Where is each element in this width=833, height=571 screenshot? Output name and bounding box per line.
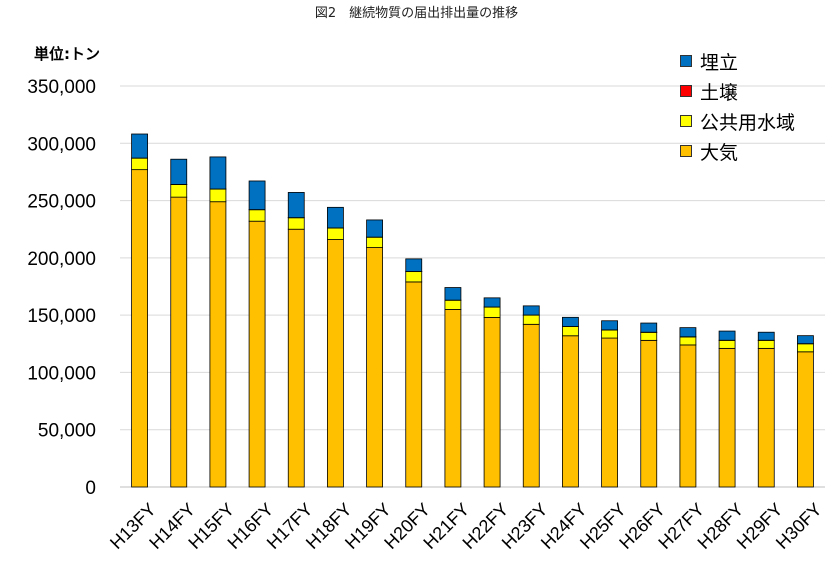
bar-segment [366, 236, 383, 248]
chart-title: 図2 継続物質の届出排出量の推移 [314, 6, 519, 21]
bar-segment [248, 209, 266, 222]
bar-segment [131, 133, 148, 159]
bar-segment [601, 329, 618, 339]
legend-item: 公共用水域 [680, 106, 795, 136]
bar-segment [405, 271, 423, 283]
bar-segment [640, 322, 658, 333]
bar-segment [601, 320, 618, 331]
bar-segment [131, 169, 148, 488]
y-tick-label: 300,000 [27, 134, 96, 155]
y-tick-label: 0 [85, 478, 96, 499]
bar-segment [483, 306, 501, 318]
bar-segment [797, 343, 814, 353]
legend-label: 土壌 [700, 81, 739, 104]
bar-segment [562, 335, 579, 488]
bar-segment [522, 305, 540, 316]
bar-segment [131, 157, 148, 171]
bar-segment [640, 339, 658, 488]
bar-segment [757, 331, 775, 341]
bar-segment [562, 326, 579, 337]
bar-segment [483, 317, 501, 488]
bar-segment [483, 297, 501, 308]
bar-segment [170, 196, 188, 488]
bar-segment [366, 219, 383, 238]
legend-item: 大気 [680, 136, 795, 166]
bar-segment [679, 344, 697, 488]
bar-segment [405, 258, 423, 272]
bar-segment [757, 347, 775, 488]
bar-segment [601, 337, 618, 488]
bar-segment [679, 336, 697, 346]
bar-segment [522, 323, 540, 488]
bar-segment [327, 239, 344, 488]
bar-segment [640, 331, 658, 341]
y-tick-label: 50,000 [38, 421, 96, 442]
bar-segment [287, 217, 305, 230]
bar-segment [797, 335, 814, 345]
bar-segment [209, 201, 227, 488]
bar-segment [444, 299, 462, 310]
bar-segment [757, 339, 775, 349]
legend-swatch [680, 55, 692, 67]
bar-segment [679, 327, 697, 338]
y-tick-label: 250,000 [27, 192, 96, 213]
bar-segment [718, 347, 736, 488]
bar-segment [327, 227, 344, 240]
bar-segment [209, 156, 227, 190]
bar-segment [444, 287, 462, 301]
bar-segment [248, 220, 266, 488]
bar-segment [718, 339, 736, 349]
bar-segment [209, 188, 227, 203]
chart-legend: 埋立土壌公共用水域大気 [680, 46, 795, 166]
legend-item: 土壌 [680, 76, 795, 106]
legend-swatch [680, 85, 692, 97]
bar-segment [287, 192, 305, 219]
bar-segment [444, 309, 462, 488]
bar-segment [170, 158, 188, 185]
legend-swatch [680, 145, 692, 157]
bar-segment [562, 316, 579, 327]
bar-segment [287, 228, 305, 488]
y-tick-label: 150,000 [27, 306, 96, 327]
legend-item: 埋立 [680, 46, 795, 76]
bar-segment [366, 247, 383, 488]
bar-segment [522, 314, 540, 325]
bar-segment [327, 206, 344, 229]
unit-label: 単位:トン [34, 45, 100, 63]
bar-segment [248, 180, 266, 211]
bar-segment [170, 184, 188, 198]
bar-segment [405, 281, 423, 488]
bar-segment [718, 330, 736, 341]
legend-label: 公共用水域 [700, 111, 796, 134]
legend-label: 埋立 [700, 51, 739, 74]
bar-segment [797, 351, 814, 488]
legend-swatch [680, 115, 692, 127]
legend-label: 大気 [700, 141, 739, 164]
y-tick-label: 200,000 [27, 249, 96, 270]
y-tick-label: 100,000 [27, 363, 96, 384]
y-tick-label: 350,000 [27, 77, 96, 98]
